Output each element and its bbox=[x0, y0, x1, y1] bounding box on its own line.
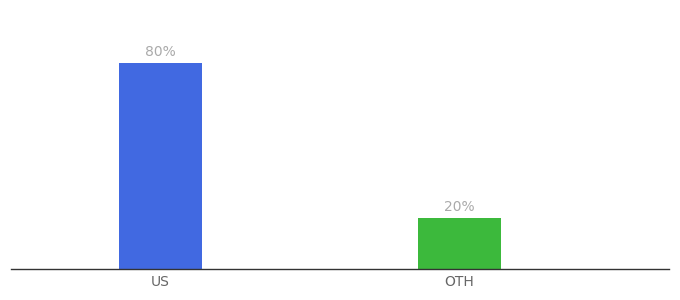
Text: 80%: 80% bbox=[146, 45, 176, 59]
Text: 20%: 20% bbox=[444, 200, 475, 214]
Bar bbox=[119, 63, 203, 269]
Bar bbox=[418, 218, 501, 269]
